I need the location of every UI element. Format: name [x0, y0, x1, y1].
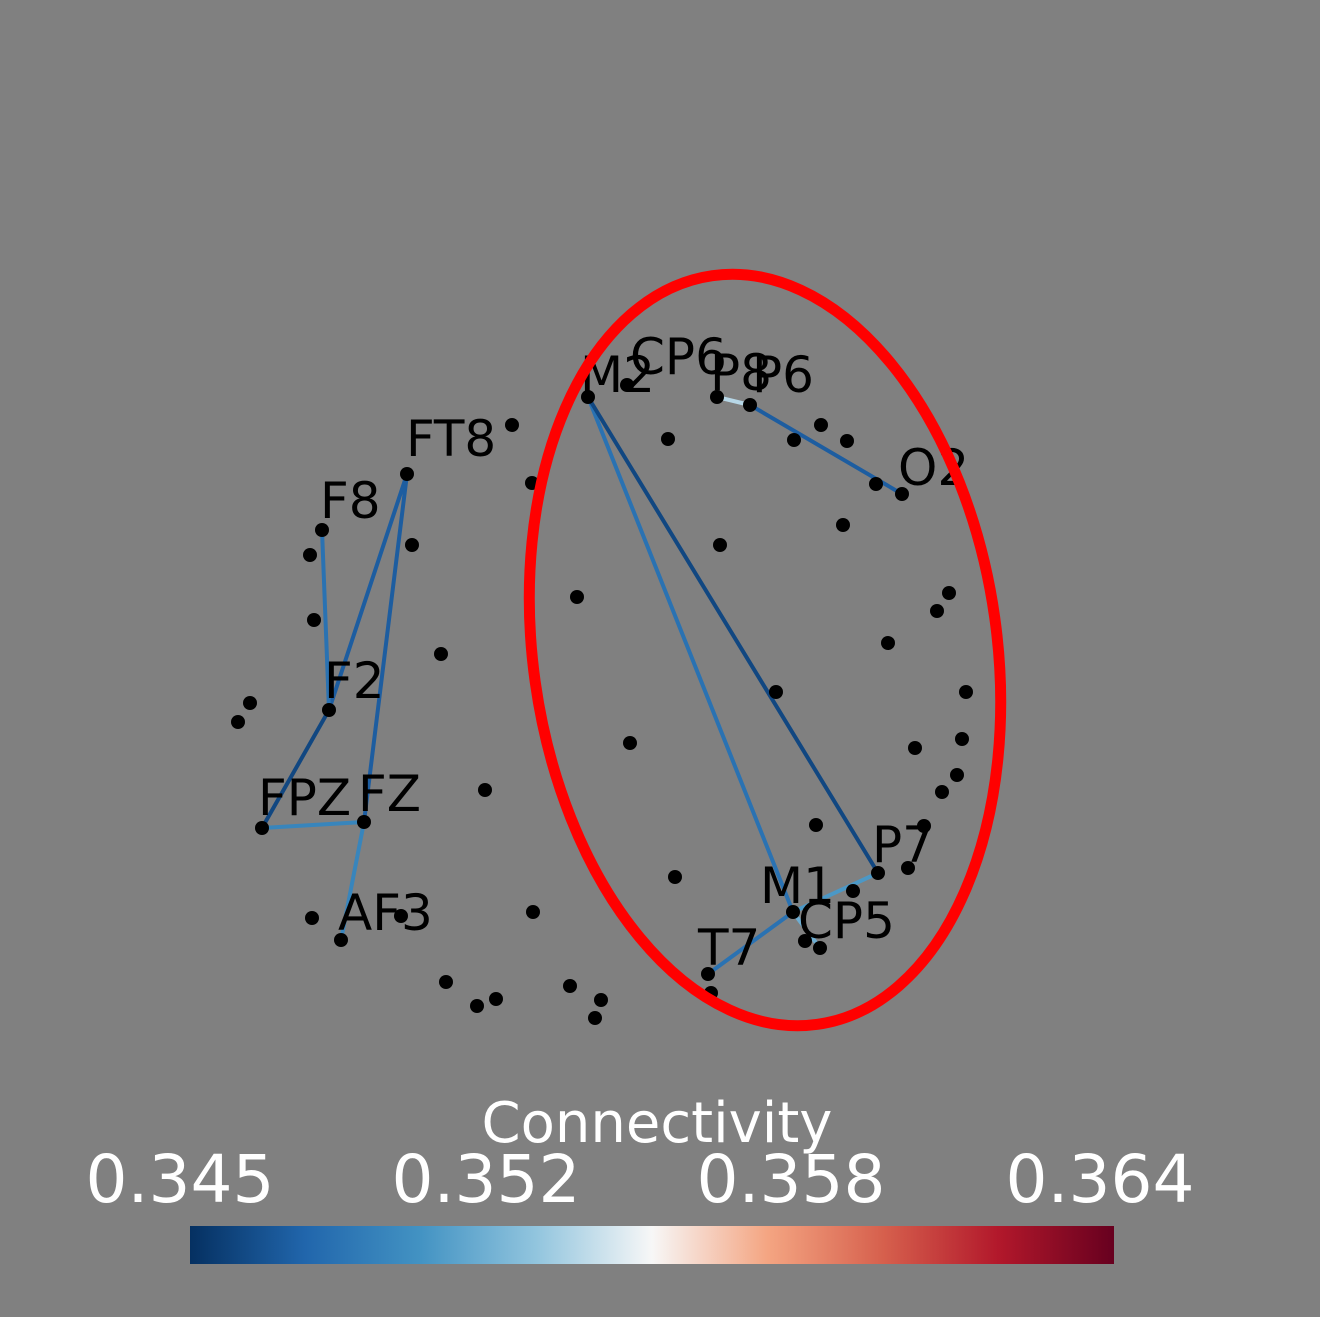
electrode-node-p8 [710, 390, 724, 404]
electrode-node-cp6 [620, 378, 634, 392]
electrode-node [594, 993, 608, 1007]
colorbar-gradient [190, 1226, 1114, 1264]
connection-line [791, 910, 822, 950]
electrode-node [489, 992, 503, 1006]
electrode-node-o2 [895, 487, 909, 501]
highlight-ellipse [523, 268, 1007, 1032]
electrode-node [840, 434, 854, 448]
connection-lines [260, 395, 904, 976]
electrode-node-f2 [322, 703, 336, 717]
electrode-node [231, 715, 245, 729]
connection-line [586, 395, 880, 875]
electrode-node [243, 696, 257, 710]
connection-line [791, 871, 880, 914]
electrode-node-m1 [786, 905, 800, 919]
electrode-node [588, 1011, 602, 1025]
electrode-node-af3 [334, 933, 348, 947]
colorbar: Connectivity 0.345 0.352 0.358 0.364 [86, 1091, 1195, 1264]
electrode-node [955, 732, 969, 746]
electrode-node [434, 647, 448, 661]
electrode-node-p6 [743, 398, 757, 412]
electrode-node-p7 [871, 866, 885, 880]
connection-line [706, 910, 795, 976]
electrode-label-m1: M1 [760, 857, 835, 915]
electrode-node [307, 613, 321, 627]
electrode-label-t7: T7 [697, 919, 760, 977]
electrode-node [570, 590, 584, 604]
colorbar-tick: 0.364 [1006, 1141, 1195, 1218]
electrode-label-p7: P7 [872, 816, 934, 874]
colorbar-tick: 0.358 [697, 1141, 886, 1218]
electrode-node [959, 685, 973, 699]
electrode-node [809, 818, 823, 832]
colorbar-tick: 0.345 [86, 1141, 275, 1218]
electrode-node-fz [357, 815, 371, 829]
connection-line [327, 472, 409, 712]
electrode-node [394, 909, 408, 923]
connection-line [362, 472, 409, 824]
electrode-node [881, 636, 895, 650]
electrode-node-ft8 [400, 467, 414, 481]
electrode-node [917, 819, 931, 833]
electrode-node [908, 741, 922, 755]
electrode-label-ft8: FT8 [406, 410, 496, 468]
electrode-node [836, 518, 850, 532]
electrode-label-f8: F8 [320, 472, 381, 530]
electrode-node [661, 432, 675, 446]
electrode-label-cp6: CP6 [630, 328, 727, 386]
electrode-node [305, 911, 319, 925]
electrode-node [798, 934, 812, 948]
electrode-node-m2 [581, 390, 595, 404]
electrode-node [303, 548, 317, 562]
connection-line [320, 528, 331, 712]
electrode-node-f8 [315, 523, 329, 537]
electrode-label-f2: F2 [324, 652, 385, 710]
connection-line [260, 820, 366, 830]
electrode-node [869, 477, 883, 491]
electrode-node [814, 418, 828, 432]
electrode-label-af3: AF3 [338, 884, 433, 942]
electrode-node [769, 685, 783, 699]
electrode-node-t7 [701, 967, 715, 981]
electrode-node [950, 768, 964, 782]
electrode-node [668, 870, 682, 884]
electrode-node [930, 604, 944, 618]
electrode-node [505, 418, 519, 432]
electrode-node-fpz [255, 821, 269, 835]
electrode-nodes [231, 378, 973, 1025]
colorbar-tick: 0.352 [392, 1141, 581, 1218]
electrode-node [846, 884, 860, 898]
colorbar-title: Connectivity [482, 1091, 833, 1156]
electrode-node [942, 586, 956, 600]
electrode-label-p6: P6 [752, 346, 814, 404]
connection-line [260, 708, 331, 830]
electrode-node [470, 999, 484, 1013]
electrode-node [526, 905, 540, 919]
electrode-node [405, 538, 419, 552]
electrode-node [478, 783, 492, 797]
electrode-label-p8: P8 [710, 344, 772, 402]
electrode-node [787, 433, 801, 447]
electrode-label-fpz: FPZ [258, 769, 351, 827]
connection-line [586, 395, 795, 914]
electrode-node [563, 979, 577, 993]
electrode-node [439, 975, 453, 989]
electrode-label-fz: FZ [358, 765, 421, 823]
electrode-label-cp5: CP5 [798, 892, 895, 950]
connection-line [339, 820, 366, 942]
electrode-node [623, 736, 637, 750]
electrode-node-cp5 [813, 941, 827, 955]
electrode-node [713, 538, 727, 552]
electrode-node [901, 861, 915, 875]
electrode-node [935, 785, 949, 799]
